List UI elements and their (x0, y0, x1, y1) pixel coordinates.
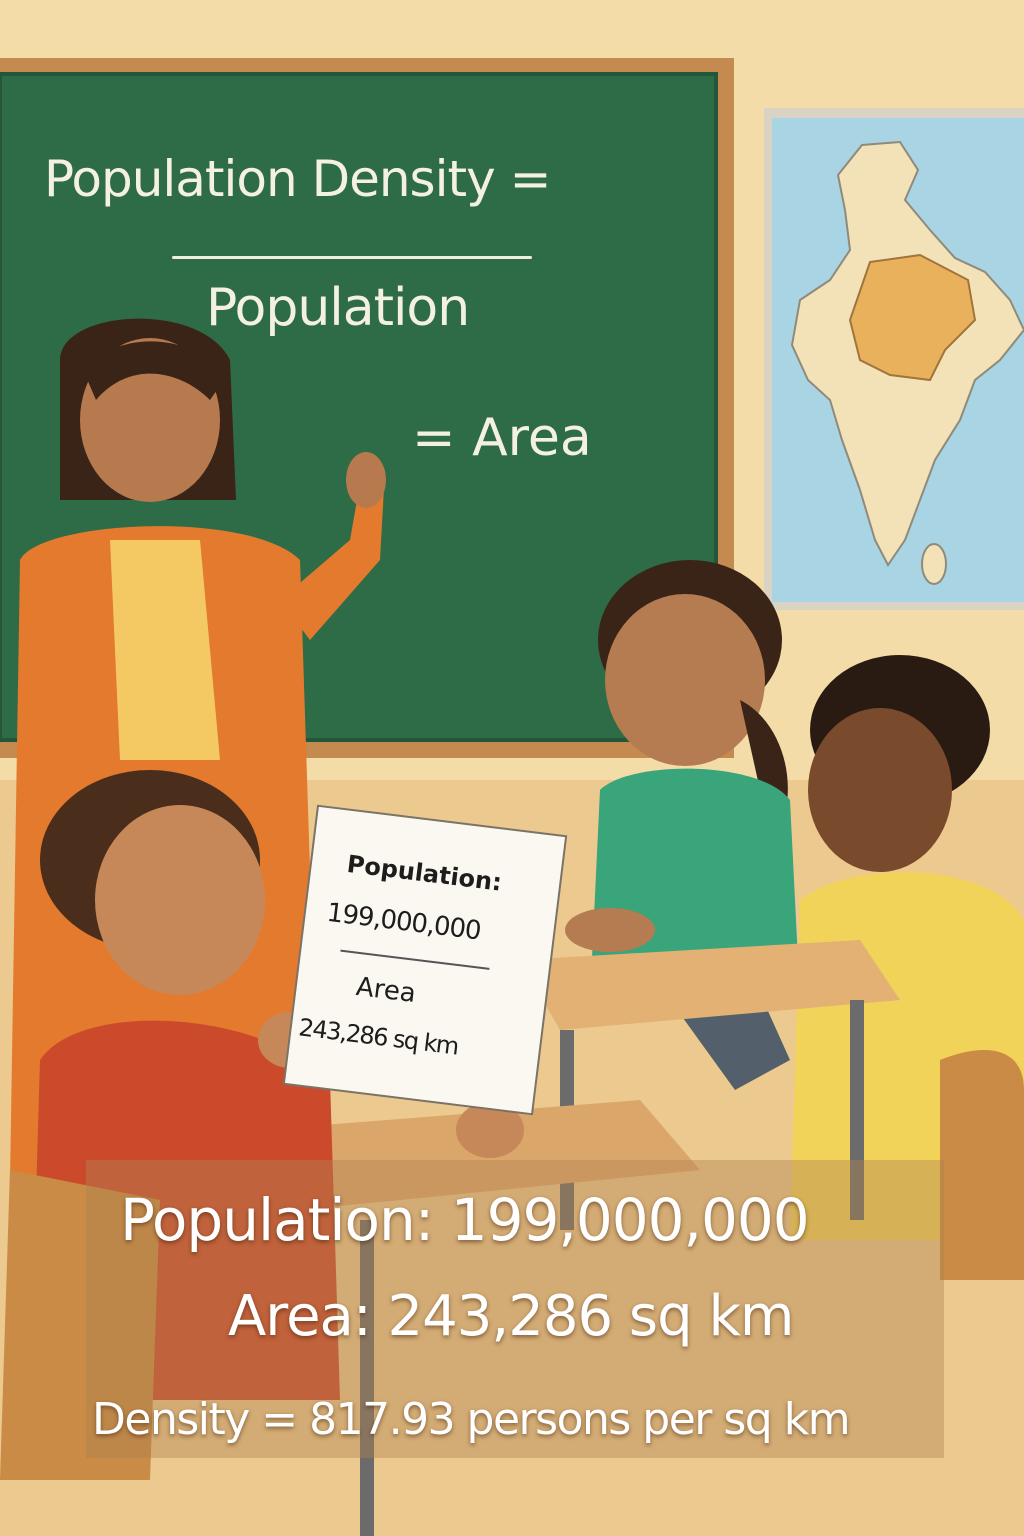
held-paper: Population: 199,000,000 Area 243,286 sq … (284, 806, 566, 1114)
caption-density: Density = 817.93 persons per sq km (92, 1394, 851, 1445)
paper-area-label: Area (354, 971, 418, 1009)
paper-fraction-line (340, 949, 490, 970)
chalkboard-fraction-line (172, 256, 532, 259)
paper-area-value: 243,286 sq km (297, 1013, 460, 1061)
chalkboard-numerator: Population (206, 278, 470, 338)
caption-area: Area: 243,286 sq km (228, 1284, 794, 1349)
girl-student-figure (565, 560, 800, 1000)
paper-population-label: Population: (345, 849, 504, 897)
paper-population-value: 199,000,000 (325, 897, 483, 947)
caption-population: Population: 199,000,000 (120, 1186, 810, 1254)
india-map-icon (764, 108, 1024, 610)
chalkboard-formula-title: Population Density = (44, 150, 551, 208)
chalkboard-denominator: = Area (412, 408, 592, 468)
caption-overlay (86, 1160, 944, 1458)
boy-with-paper-figure (0, 770, 524, 1536)
